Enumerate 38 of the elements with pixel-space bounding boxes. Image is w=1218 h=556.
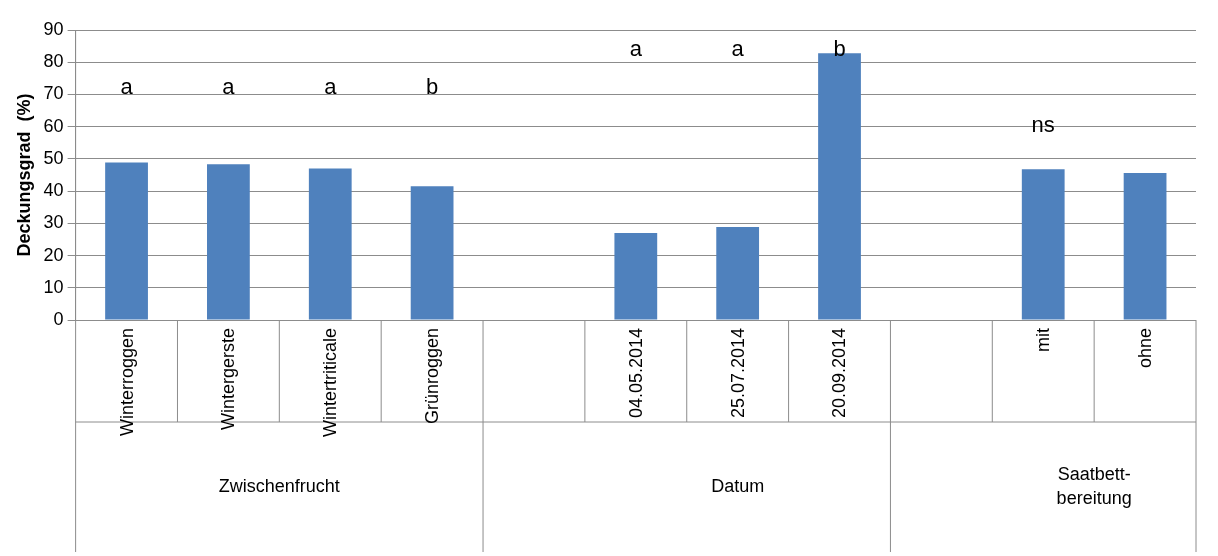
annotation: a bbox=[731, 36, 745, 62]
bar bbox=[614, 233, 658, 320]
y-tick-label: 40 bbox=[43, 180, 64, 201]
x-tick-label: Grünroggen bbox=[422, 328, 443, 425]
bar bbox=[716, 226, 760, 320]
x-tick-label: Wintertriticale bbox=[320, 328, 341, 438]
y-tick-label: 60 bbox=[43, 115, 64, 136]
annotation: a bbox=[120, 74, 134, 100]
bar bbox=[1123, 173, 1167, 320]
y-tick-label: 50 bbox=[43, 147, 64, 168]
text: Zwischenfrucht bbox=[218, 475, 340, 496]
annotation: a bbox=[222, 74, 236, 100]
bar bbox=[207, 164, 250, 320]
y-tick-label: 20 bbox=[43, 244, 64, 265]
x-tick-label: 20.09.2014 bbox=[829, 328, 850, 419]
x-tick-label: 04.05.2014 bbox=[625, 328, 646, 419]
bar bbox=[308, 168, 352, 320]
annotation: a bbox=[324, 74, 338, 100]
y-axis-title: Deckungsgrad (%) bbox=[13, 93, 34, 257]
bar bbox=[410, 186, 454, 320]
text: Saatbett- bereitung bbox=[1056, 463, 1132, 508]
x-tick-label: ohne bbox=[1135, 328, 1156, 369]
x-tick-label: Wintergerste bbox=[218, 328, 239, 431]
annotation: b bbox=[425, 74, 439, 100]
x-tick-label: 25.07.2014 bbox=[727, 328, 748, 419]
y-tick-label: 80 bbox=[43, 51, 64, 72]
text: Datum bbox=[711, 475, 765, 496]
bar bbox=[105, 162, 148, 320]
y-tick-label: 30 bbox=[43, 212, 64, 233]
x-tick-label: Winterroggen bbox=[116, 328, 137, 437]
y-tick-label: 10 bbox=[43, 276, 64, 297]
y-tick-label: 0 bbox=[53, 308, 64, 329]
annotation: a bbox=[629, 36, 643, 62]
y-tick-label: 90 bbox=[43, 18, 64, 39]
annotation: ns bbox=[1031, 111, 1055, 137]
y-tick-label: 70 bbox=[43, 83, 64, 104]
x-tick-label: mit bbox=[1033, 328, 1054, 352]
bar bbox=[1021, 169, 1065, 320]
